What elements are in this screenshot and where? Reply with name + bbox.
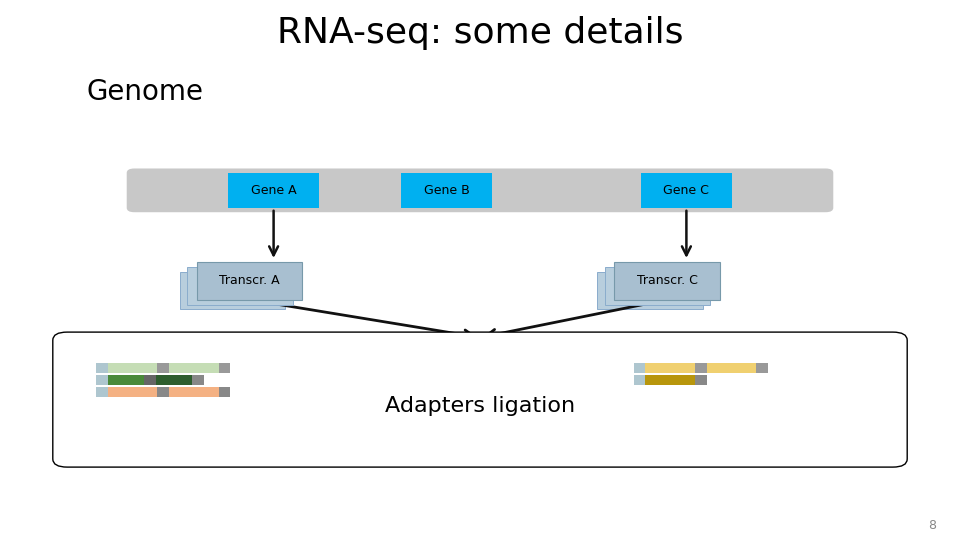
Bar (219, 363, 230, 373)
Bar (169, 387, 219, 397)
Text: Gene C: Gene C (663, 184, 709, 197)
FancyBboxPatch shape (614, 262, 720, 300)
Bar (96, 387, 108, 397)
Bar (695, 363, 707, 373)
Bar (645, 363, 695, 373)
FancyBboxPatch shape (605, 267, 710, 305)
Text: 8: 8 (928, 519, 936, 532)
FancyBboxPatch shape (641, 173, 732, 208)
FancyBboxPatch shape (197, 262, 302, 300)
Text: Transcr. A: Transcr. A (219, 274, 280, 287)
FancyBboxPatch shape (187, 267, 293, 305)
Bar (96, 375, 108, 385)
FancyBboxPatch shape (597, 272, 703, 309)
Bar (108, 363, 157, 373)
FancyBboxPatch shape (180, 272, 285, 309)
Text: Gene B: Gene B (423, 184, 469, 197)
Bar (695, 375, 707, 385)
Bar (108, 375, 144, 385)
Text: Adapters ligation: Adapters ligation (385, 395, 575, 416)
Text: Gene A: Gene A (251, 184, 297, 197)
Bar (108, 387, 157, 397)
Text: Genome: Genome (86, 78, 204, 106)
Bar (96, 363, 108, 373)
Bar (156, 375, 192, 385)
Bar (144, 375, 156, 385)
FancyBboxPatch shape (401, 173, 492, 208)
FancyBboxPatch shape (127, 168, 833, 212)
Bar (219, 387, 230, 397)
Bar (634, 363, 645, 373)
FancyBboxPatch shape (228, 173, 319, 208)
Bar (157, 363, 169, 373)
Bar (169, 363, 219, 373)
Bar (756, 363, 768, 373)
FancyBboxPatch shape (53, 332, 907, 467)
Bar (634, 375, 645, 385)
Text: RNA-seq: some details: RNA-seq: some details (276, 16, 684, 50)
Bar (707, 363, 756, 373)
Text: Transcr. C: Transcr. C (636, 274, 698, 287)
Bar (645, 375, 695, 385)
Bar (157, 387, 169, 397)
Bar (192, 375, 204, 385)
